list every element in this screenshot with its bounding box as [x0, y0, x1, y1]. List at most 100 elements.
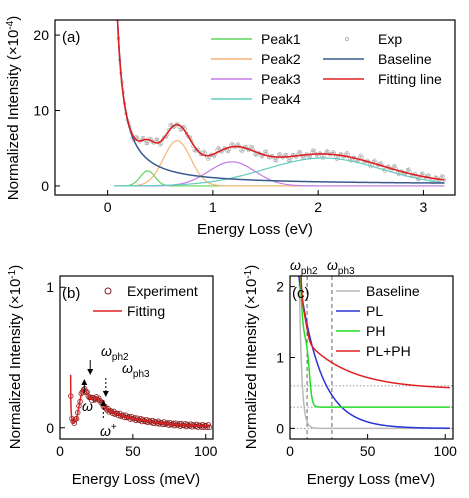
exp-point-77: [212, 154, 216, 159]
exp-point-53: [182, 124, 186, 128]
series-ph: [299, 276, 450, 408]
y-tick-label-2: 2: [276, 279, 284, 295]
label-top-omega-ph2: ωph2: [290, 257, 318, 277]
series-peak4: [113, 157, 445, 187]
label-omega-plus: ω+: [100, 422, 117, 439]
experiment-point-79: [160, 421, 166, 428]
x-tick-label-1: 50: [125, 443, 141, 459]
exp-point-117: [263, 149, 267, 154]
experiment-point-84: [166, 422, 172, 428]
label-omega-minus: ω-: [82, 397, 96, 414]
exp-point-167: [326, 149, 330, 154]
panel-a-plot-area: [113, 8, 446, 187]
exp-point-183: [346, 152, 350, 156]
exp-point-106: [249, 145, 253, 149]
legend-label-peak3: Peak3: [261, 71, 301, 87]
exp-point-125: [273, 158, 277, 163]
exp-point-73: [207, 156, 211, 160]
exp-point-96: [236, 142, 240, 146]
x-tick-label-1: 50: [360, 443, 376, 459]
exp-point-220: [393, 164, 397, 168]
exp-point-24: [145, 141, 150, 146]
y-tick-label-1: 1: [46, 279, 54, 295]
legend-marker-experiment: [104, 287, 112, 295]
panel-a-frame: [54, 19, 456, 196]
legend-label-fitting: Fitting: [127, 303, 165, 319]
legend-label-exp: Exp: [378, 31, 402, 47]
exp-point-51: [179, 128, 184, 132]
exp-point-35: [159, 142, 163, 146]
experiment-point-117: [204, 424, 210, 431]
panel-a: 0 1 2 3 0 10 20 (a) Energy Loss (eV) Normalize…: [5, 8, 456, 238]
arrow-omega-plus-head: [100, 400, 107, 406]
exp-point-118: [264, 149, 268, 153]
legend-label-peak1: Peak1: [261, 31, 301, 47]
series-peak2: [113, 140, 445, 187]
exp-point-258: [441, 174, 445, 178]
panel-b-label: (b): [62, 285, 80, 302]
arrow-ph2-head: [87, 369, 94, 375]
exp-point-21: [142, 136, 146, 140]
legend-label-baseline: Baseline: [366, 283, 420, 299]
exp-point-156: [312, 148, 316, 153]
exp-point-20: [140, 136, 144, 140]
panel-c-ylabel: Normalized Intensity (×10-1): [243, 265, 260, 449]
exp-point-134: [284, 152, 288, 157]
experiment-point-89: [171, 422, 178, 429]
x-tick-label-0: 0: [104, 199, 112, 215]
panel-c-top-labels: ωph2 ωph3: [290, 257, 355, 277]
legend-label-fitting-line: Fitting line: [378, 71, 442, 87]
exp-point-115: [260, 155, 264, 159]
exp-point-0: [116, 8, 119, 11]
y-tick-label-0: 0: [41, 178, 49, 194]
legend-marker-exp: [344, 37, 349, 42]
legend-label-pl: PL: [366, 303, 383, 319]
exp-point-70: [203, 151, 208, 155]
experiment-point-108: [193, 421, 200, 428]
arrow-omega-minus-head: [81, 379, 88, 385]
exp-point-50: [178, 128, 182, 132]
panel-c-label: (c): [292, 285, 310, 302]
y-tick-label-0: 0: [276, 420, 284, 436]
series-pl: [298, 276, 450, 429]
panel-b-xlabel: Energy Loss (meV): [72, 471, 200, 488]
exp-point-246: [426, 173, 430, 177]
exp-point-23: [144, 141, 148, 146]
x-tick-label-2: 100: [434, 443, 458, 459]
label-top-omega-ph3: ωph3: [327, 257, 355, 277]
legend-label-peak4: Peak4: [261, 91, 301, 107]
exp-point-32: [155, 137, 160, 142]
exp-point-79: [215, 148, 219, 152]
exp-point-231: [407, 167, 411, 171]
panel-b-ylabel: Normalized Intensity (×10-1): [7, 265, 24, 449]
x-tick-label-0: 0: [56, 443, 64, 459]
exp-point-241: [419, 171, 424, 175]
series-pl-plus-ph: [300, 276, 450, 389]
experiment-point-119: [206, 424, 213, 430]
series-fitting-line: [116, 20, 445, 181]
x-tick-label-1: 1: [209, 199, 217, 215]
exp-point-247: [427, 173, 431, 177]
panel-b-frame: [59, 275, 214, 440]
legend-label-ph: PH: [366, 323, 385, 339]
exp-point-173: [334, 155, 338, 159]
panel-b-plot-area: [68, 374, 213, 431]
panel-c-legend: Baseline PL PH PL+PH: [336, 283, 420, 359]
exp-point-88: [226, 150, 230, 154]
series-fitting: [69, 374, 211, 428]
y-tick-label-0: 0: [46, 420, 54, 436]
experiment-point-103: [188, 421, 194, 427]
series-baseline: [116, 20, 445, 184]
panel-b-ticks: 0 50 100 0 1: [46, 279, 217, 459]
exp-point-129: [278, 152, 282, 156]
panel-a-ylabel: Normalized Intensity (×10-4): [5, 16, 22, 200]
panel-b-legend: Experiment Fitting: [93, 283, 198, 319]
panel-a-legend: Peak1 Peak2 Peak3 Peak4 Exp Baseline Fitting l…: [211, 31, 442, 107]
panel-c-xlabel: Energy Loss (meV): [307, 471, 435, 488]
y-tick-label-2: 20: [33, 27, 49, 43]
exp-point-126: [274, 159, 278, 163]
x-tick-label-0: 0: [286, 443, 294, 459]
legend-label-experiment: Experiment: [127, 283, 198, 299]
